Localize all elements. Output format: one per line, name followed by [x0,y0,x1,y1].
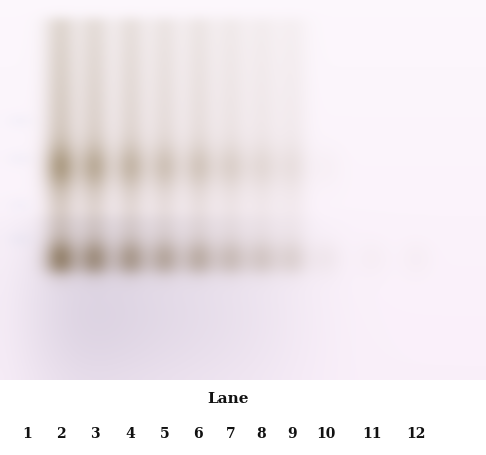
Text: 2: 2 [56,425,66,440]
Text: 4: 4 [125,425,135,440]
Text: 6: 6 [193,425,203,440]
Text: 8: 8 [257,425,266,440]
Text: 5: 5 [159,425,169,440]
Text: 7: 7 [226,425,236,440]
Text: 9: 9 [287,425,296,440]
Text: 10: 10 [316,425,335,440]
Text: Lane: Lane [208,392,249,405]
Text: 12: 12 [406,425,425,440]
Text: 11: 11 [362,425,382,440]
Text: 3: 3 [90,425,100,440]
Text: 1: 1 [22,425,32,440]
